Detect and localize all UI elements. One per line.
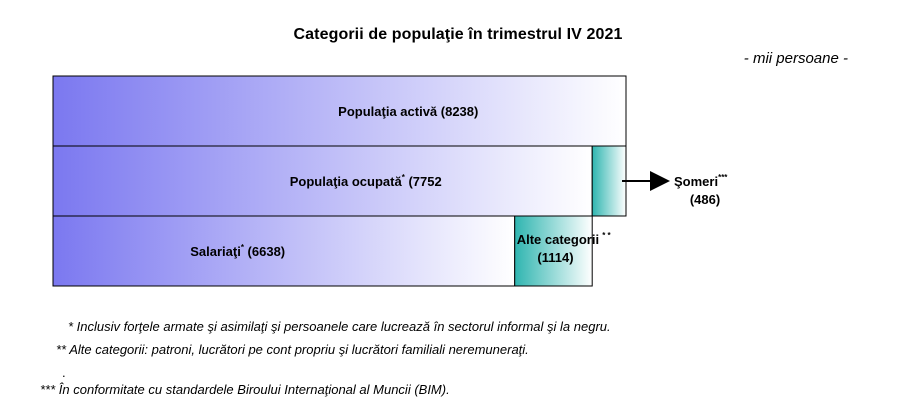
bar-salariati xyxy=(52,215,516,287)
label-someri-value: (486) xyxy=(690,192,720,207)
bar-label-populatia-ocupata: Populaţia ocupată* (7752 xyxy=(290,173,442,189)
footnote-3: *** În conformitate cu standardele Birou… xyxy=(40,382,450,397)
footnote-2: ** Alte categorii: patroni, lucrători pe… xyxy=(56,342,529,357)
bar-label-salariati: Salariaţi* (6638) xyxy=(190,243,285,259)
footnote-dot: . xyxy=(62,365,66,380)
chart-area: Populaţia activă (8238) Populaţia ocupată… xyxy=(52,75,728,287)
segment-alte-categorii xyxy=(514,215,593,287)
label-alte-categorii: Alte categorii xyxy=(517,232,599,247)
bar-populatia-activa xyxy=(52,75,627,147)
label-alte-categorii-value: (1114) xyxy=(537,250,573,265)
label-someri: Şomeri*** xyxy=(674,173,728,189)
unit-label: - mii persoane - xyxy=(743,50,848,67)
footnote-1: * Inclusiv forţele armate şi asimilaţi ş… xyxy=(68,319,611,334)
label-alte-categorii-sup: * * xyxy=(602,231,611,240)
segment-someri xyxy=(591,145,627,217)
bar-label-populatia-activa: Populaţia activă (8238) xyxy=(338,104,478,119)
chart-title: Categorii de populaţie în trimestrul IV … xyxy=(293,26,623,43)
